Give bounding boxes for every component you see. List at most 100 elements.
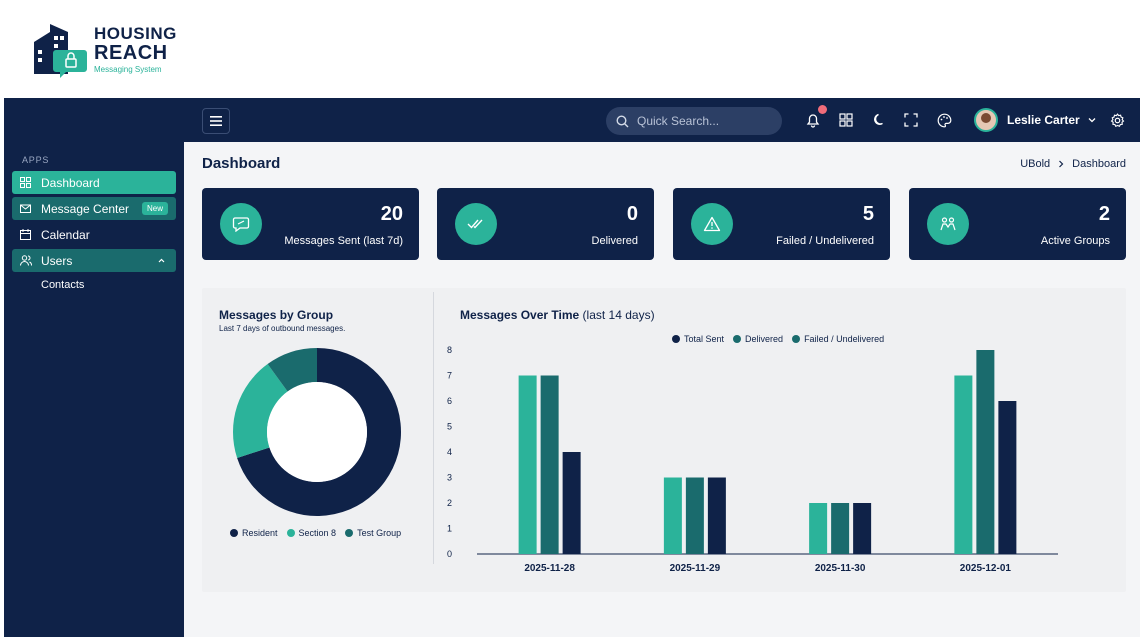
bar-failed-undelivered-2025-12-01[interactable] (998, 401, 1017, 554)
gear-icon (1110, 112, 1124, 127)
legend-item-test-group[interactable]: Test Group (345, 528, 401, 538)
bar-delivered-2025-11-29[interactable] (685, 477, 704, 555)
y-tick-label: 6 (447, 396, 452, 406)
breadcrumb: UBold Dashboard (1020, 158, 1126, 170)
donut-slice-section-8[interactable] (233, 364, 288, 458)
sidebar-item-label: Calendar (41, 227, 90, 242)
fullscreen-icon (904, 113, 918, 127)
bar-total-sent-2025-11-29[interactable] (663, 477, 682, 555)
legend-label: Delivered (745, 334, 784, 344)
panel-divider (433, 292, 434, 564)
users-icon (20, 255, 32, 266)
kpi-value: 5 (862, 203, 874, 225)
brand-logo: HOUSING REACH Messaging System (30, 16, 190, 82)
y-tick-label: 4 (447, 447, 452, 457)
kpi-label: Delivered (591, 235, 638, 247)
legend-item-resident[interactable]: Resident (230, 528, 278, 538)
bar-delivered-2025-11-28[interactable] (540, 375, 559, 555)
card-icon (220, 203, 262, 245)
settings-button[interactable] (1108, 111, 1126, 129)
legend-item-section-8[interactable]: Section 8 (286, 528, 336, 538)
chevron-down-icon (1088, 118, 1096, 123)
menu-toggle-button[interactable] (202, 108, 230, 134)
sidebar-item-dashboard[interactable]: Dashboard (12, 171, 176, 194)
card-icon (927, 203, 969, 245)
legend-dot (672, 335, 680, 343)
bell-icon (806, 114, 820, 128)
y-tick-label: 2 (447, 498, 452, 508)
apps-button[interactable] (837, 111, 855, 129)
group-chart-title: Messages by Group (219, 308, 334, 322)
sidebar-item-label: Users (41, 253, 73, 268)
legend-dot (733, 335, 742, 343)
bar-total-sent-2025-11-28[interactable] (518, 375, 537, 555)
kpi-card-delivered: 0 Delivered (437, 188, 654, 260)
app-shell: Leslie Carter APPS Dashboar (4, 98, 1140, 637)
card-icon (455, 203, 497, 245)
brand-line-2: REACH (94, 41, 168, 64)
sidebar-section-title: APPS (22, 155, 50, 165)
mail-icon (20, 204, 31, 213)
bar-failed-undelivered-2025-11-30[interactable] (853, 503, 872, 554)
brand-line-1: HOUSING (94, 23, 177, 43)
y-tick-label: 0 (447, 549, 452, 559)
sidebar-subitem-contacts[interactable]: Contacts (41, 279, 85, 291)
donut-slice-test-group[interactable] (267, 348, 317, 392)
sidebar-item-calendar[interactable]: Calendar (12, 223, 176, 246)
legend-dot (792, 335, 801, 343)
calendar-icon (20, 229, 31, 240)
bar-failed-undelivered-2025-11-28[interactable] (562, 452, 581, 554)
palette-icon (937, 113, 951, 127)
main-content: Dashboard UBold Dashboard 20 Messages Se… (184, 142, 1140, 637)
chevron-right-icon (1059, 160, 1064, 168)
chevron-up-icon (158, 258, 165, 263)
y-tick-label: 8 (447, 345, 452, 355)
double-check-icon (467, 219, 483, 229)
sidebar-item-label: Message Center (41, 201, 130, 216)
sidebar-item-users[interactable]: Users (12, 249, 176, 272)
time-chart-title: Messages Over Time (last 14 days) (460, 308, 655, 322)
charts-panel: Messages by Group Last 7 days of outboun… (202, 288, 1126, 592)
search-input[interactable] (637, 114, 767, 128)
group-chart-legend: Resident Section 8 Test Group (230, 528, 410, 538)
kpi-card-failed: 5 Failed / Undelivered (673, 188, 890, 260)
legend-dot (345, 529, 354, 537)
bar-failed-undelivered-2025-11-29[interactable] (707, 477, 726, 555)
sidebar-item-message-center[interactable]: Message Center New (12, 197, 176, 220)
bar-total-sent-2025-11-30[interactable] (809, 503, 828, 554)
user-name: Leslie Carter (1007, 113, 1080, 127)
legend-item-failed[interactable]: Failed / Undelivered (792, 334, 884, 344)
bar-delivered-2025-12-01[interactable] (976, 350, 995, 554)
notifications-button[interactable] (804, 105, 827, 129)
y-tick-label: 1 (447, 524, 452, 534)
bar-delivered-2025-11-30[interactable] (831, 503, 850, 554)
time-chart-legend: Total Sent Delivered Failed / Undelivere… (672, 334, 893, 344)
donut-hole (267, 382, 367, 482)
donut-slice-resident[interactable] (237, 348, 401, 516)
top-bar: Leslie Carter (4, 98, 1140, 142)
legend-label: Test Group (357, 528, 402, 538)
x-tick-label: 2025-12-01 (960, 563, 1012, 574)
bar-total-sent-2025-12-01[interactable] (954, 375, 973, 555)
user-menu[interactable]: Leslie Carter (974, 108, 1097, 132)
kpi-label: Messages Sent (last 7d) (284, 235, 403, 247)
dashboard-icon (20, 177, 31, 188)
card-icon (691, 203, 733, 245)
theme-toggle-button[interactable] (870, 111, 888, 129)
fullscreen-button[interactable] (902, 111, 920, 129)
notification-dot (818, 105, 827, 114)
kpi-card-messages-sent: 20 Messages Sent (last 7d) (202, 188, 419, 260)
moon-icon (874, 113, 883, 125)
avatar (974, 108, 998, 132)
page-title: Dashboard (202, 155, 281, 172)
breadcrumb-current: Dashboard (1072, 158, 1126, 170)
legend-item-total-sent[interactable]: Total Sent (672, 334, 724, 344)
time-chart-title-suffix: (last 14 days) (582, 308, 655, 322)
breadcrumb-root[interactable]: UBold (1020, 158, 1051, 170)
search-box[interactable] (606, 107, 782, 135)
legend-item-delivered[interactable]: Delivered (733, 334, 783, 344)
palette-button[interactable] (935, 111, 953, 129)
search-icon (616, 114, 629, 127)
x-tick-label: 2025-11-30 (815, 563, 866, 574)
warning-icon (703, 216, 721, 232)
